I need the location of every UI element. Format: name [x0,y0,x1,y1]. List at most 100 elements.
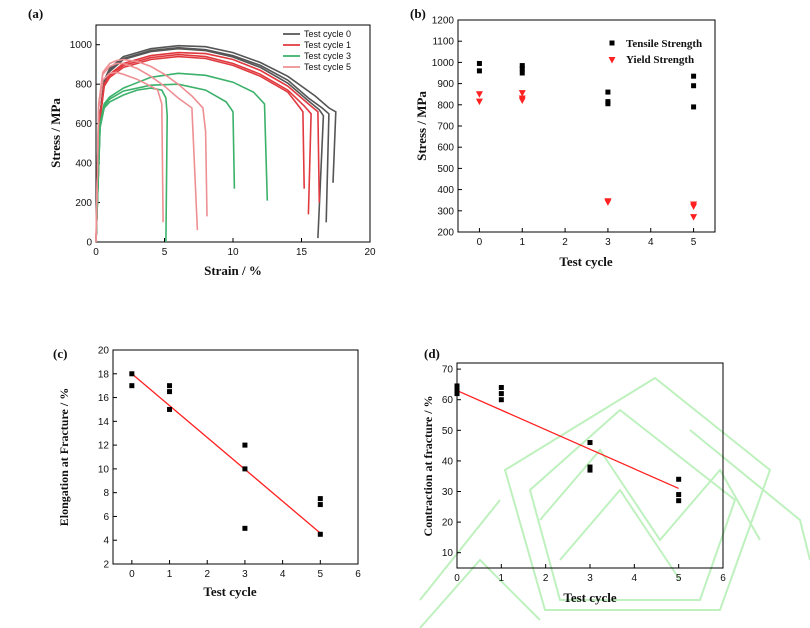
watermark-logo [419,376,810,628]
data-point-triangle [475,91,483,98]
x-tick-label: 2 [562,237,568,248]
x-tick-label: 4 [632,573,638,584]
y-tick-label: 600 [437,143,454,154]
data-point [676,498,682,504]
linear-fit-line [456,389,679,490]
panel-c-xlabel: Test cycle [203,584,257,599]
data-point [129,371,135,377]
y-tick-label: 20 [98,346,110,357]
y-tick-label: 600 [75,119,92,130]
x-tick-label: 5 [162,247,168,258]
x-tick-label: 3 [587,573,593,584]
data-point [609,40,615,46]
data-point [317,496,323,502]
data-point [587,464,593,470]
x-tick-label: 0 [454,573,460,584]
data-point [454,391,460,397]
x-tick-label: 1 [519,237,525,248]
y-tick-label: 16 [98,393,110,404]
x-tick-label: 1 [499,573,505,584]
panel-c-ylabel: Elongation at Fracture / % [57,388,71,526]
panel-a-xlabel: Strain / % [204,263,262,278]
x-tick-label: 0 [477,237,483,248]
y-tick-label: 20 [442,518,454,529]
data-point [476,68,482,74]
y-tick-label: 12 [98,441,110,452]
y-tick-label: 10 [442,548,454,559]
y-tick-label: 4 [103,536,109,547]
y-tick-label: 70 [442,365,454,376]
panel-b-ylabel: Stress / MPa [414,91,429,161]
x-tick-label: 1 [167,569,173,580]
y-tick-label: 14 [98,417,110,428]
data-point [676,476,682,482]
y-tick-label: 800 [75,80,92,91]
y-tick-label: 60 [442,395,454,406]
x-tick-label: 2 [204,569,210,580]
data-point [317,502,323,508]
stress-strain-curve [95,53,312,243]
x-tick-label: 4 [280,569,286,580]
y-tick-label: 1100 [432,37,454,48]
legend-label: Test cycle 1 [304,40,351,50]
linear-fit-line [131,373,321,534]
legend-label: Test cycle 0 [304,29,351,39]
y-tick-label: 300 [437,206,454,217]
data-point-triangle [518,90,526,97]
panel-c-label: (c) [53,346,67,361]
y-tick-label: 500 [437,164,454,175]
y-tick-label: 400 [437,185,454,196]
data-point [498,384,504,390]
y-tick-label: 200 [75,198,92,209]
y-tick-label: 0 [86,238,92,249]
panel-a-label: (a) [28,6,43,21]
data-point [454,383,460,389]
data-point [519,63,525,69]
y-tick-label: 700 [437,122,454,133]
x-tick-label: 4 [648,237,654,248]
x-tick-label: 5 [676,573,682,584]
panel-b: (b) 200 300 400 500 600 700 800 900 1000 1100 1200… [410,6,716,269]
y-tick-label: 50 [442,426,454,437]
y-tick-label: 1200 [432,16,455,27]
panel-a: (a) 0 200 400 600 800 1000 0 5 10 15 20 Test cycle… [28,6,376,278]
data-point [587,440,593,446]
stress-strain-curve [95,58,208,243]
data-point [498,391,504,397]
legend-label: Tensile Strength [626,38,702,50]
y-tick-label: 10 [98,464,110,475]
legend-label: Test cycle 3 [304,51,351,61]
panel-b-label: (b) [410,6,426,21]
data-point [476,60,482,66]
data-point [129,383,135,389]
panel-c-plot-frame [112,349,359,565]
y-tick-label: 1000 [432,58,455,69]
y-tick-label: 400 [75,159,92,170]
x-tick-label: 10 [227,247,239,258]
data-point [519,70,525,76]
y-tick-label: 800 [437,100,454,111]
x-tick-label: 3 [242,569,248,580]
data-point [242,466,248,472]
x-tick-label: 0 [129,569,135,580]
data-point [454,388,460,394]
data-point-triangle [518,97,526,105]
y-tick-label: 1000 [70,40,93,51]
x-tick-label: 5 [691,237,697,248]
data-point [317,531,323,537]
stress-strain-curve [95,72,269,243]
data-point-triangle [608,57,616,64]
data-point-triangle [690,214,698,221]
x-tick-label: 20 [364,247,376,258]
data-point [691,104,697,110]
data-point [242,442,248,448]
stress-strain-curve [95,55,305,243]
data-point-triangle [690,203,698,211]
data-point [167,383,173,389]
data-point [691,73,697,79]
x-tick-label: 6 [355,569,361,580]
stress-strain-curve [95,71,164,243]
stress-strain-curve [95,47,325,243]
